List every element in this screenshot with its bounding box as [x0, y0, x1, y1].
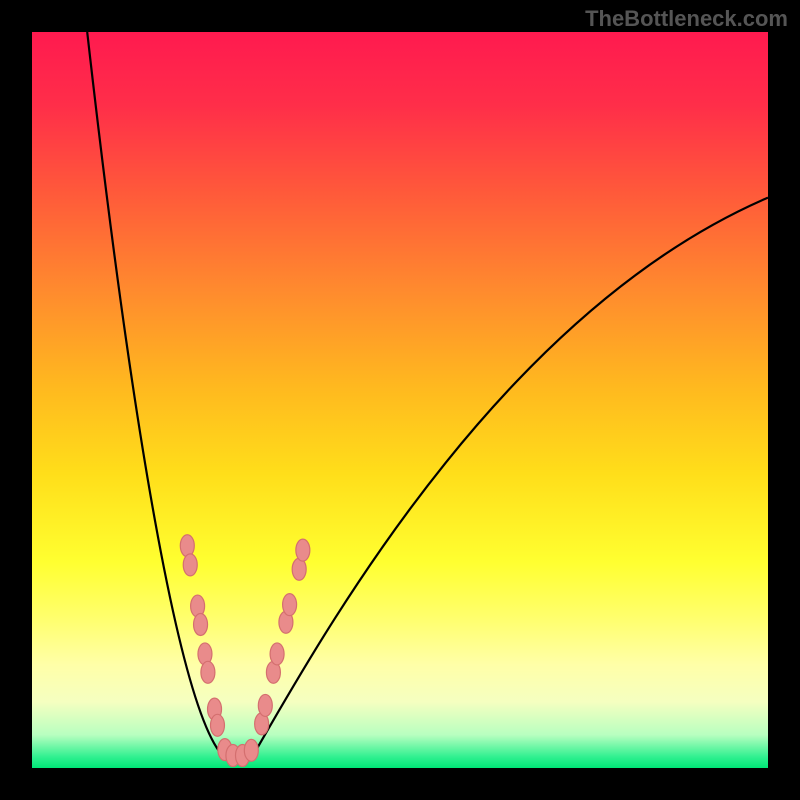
- marker-point: [244, 739, 258, 761]
- frame-right: [768, 0, 800, 800]
- plot-background: [32, 32, 768, 768]
- marker-point: [283, 594, 297, 616]
- watermark-text: TheBottleneck.com: [585, 6, 788, 32]
- marker-point: [201, 661, 215, 683]
- marker-point: [258, 694, 272, 716]
- marker-point: [296, 539, 310, 561]
- marker-point: [180, 535, 194, 557]
- marker-point: [194, 613, 208, 635]
- marker-point: [270, 643, 284, 665]
- frame-bottom: [0, 768, 800, 800]
- bottleneck-chart: [0, 0, 800, 800]
- frame-left: [0, 0, 32, 800]
- marker-point: [183, 554, 197, 576]
- marker-point: [210, 714, 224, 736]
